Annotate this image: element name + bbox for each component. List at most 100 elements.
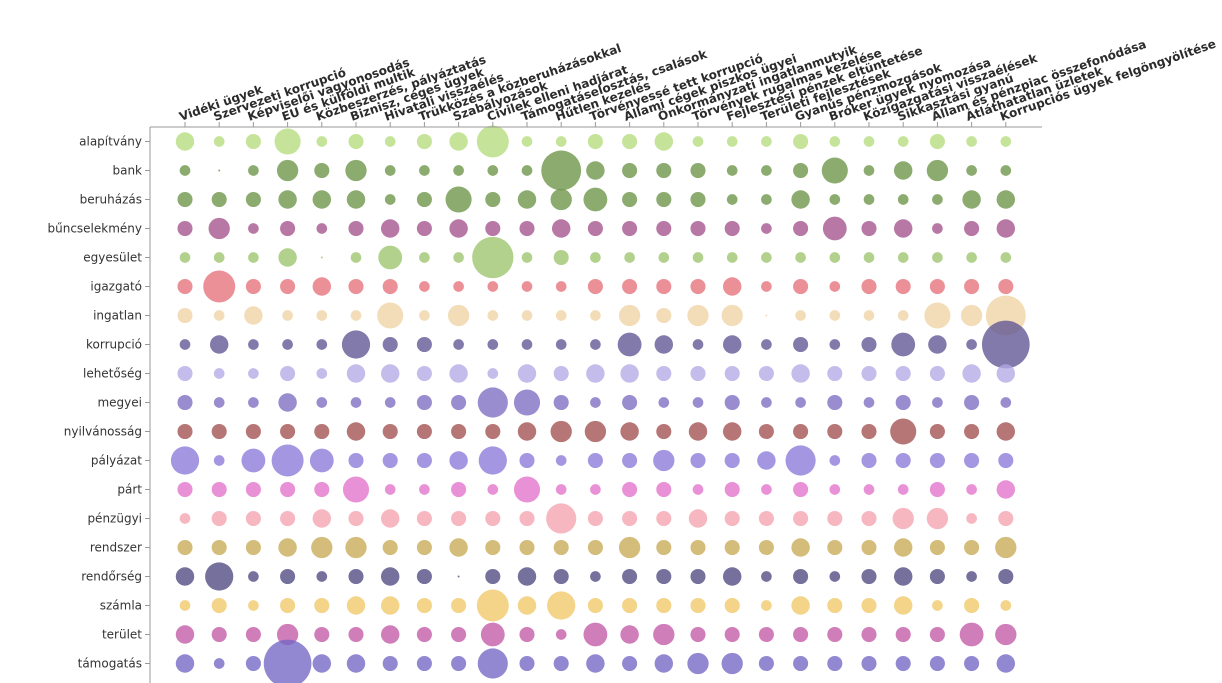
bubble[interactable] <box>895 394 911 411</box>
bubble[interactable] <box>517 422 537 441</box>
bubble[interactable] <box>245 539 261 556</box>
bubble[interactable] <box>553 365 569 382</box>
bubble[interactable] <box>419 281 430 292</box>
bubble[interactable] <box>726 194 738 205</box>
bubble[interactable] <box>964 394 980 411</box>
bubble[interactable] <box>451 626 467 643</box>
bubble[interactable] <box>280 510 296 527</box>
bubble[interactable] <box>656 510 672 527</box>
bubble[interactable] <box>245 423 261 440</box>
bubble[interactable] <box>761 281 772 292</box>
bubble[interactable] <box>964 278 980 295</box>
bubble[interactable] <box>555 310 567 321</box>
bubble[interactable] <box>521 252 533 263</box>
bubble[interactable] <box>793 423 809 440</box>
bubble[interactable] <box>513 476 541 503</box>
bubble[interactable] <box>208 217 230 240</box>
bubble[interactable] <box>521 165 533 176</box>
bubble[interactable] <box>280 220 296 237</box>
bubble[interactable] <box>687 304 709 327</box>
bubble[interactable] <box>248 223 259 234</box>
bubble[interactable] <box>827 394 843 411</box>
bubble[interactable] <box>724 452 740 469</box>
bubble[interactable] <box>521 136 533 147</box>
bubble[interactable] <box>654 132 674 151</box>
bubble[interactable] <box>690 191 706 208</box>
bubble[interactable] <box>177 481 193 498</box>
bubble[interactable] <box>517 364 537 383</box>
bubble[interactable] <box>553 539 569 556</box>
bubble[interactable] <box>929 133 945 150</box>
bubble[interactable] <box>964 597 980 614</box>
bubble[interactable] <box>416 539 432 556</box>
bubble[interactable] <box>622 452 638 469</box>
bubble[interactable] <box>179 252 191 263</box>
bubble[interactable] <box>690 597 706 614</box>
bubble[interactable] <box>724 394 740 411</box>
bubble[interactable] <box>761 339 772 350</box>
bubble[interactable] <box>861 539 877 556</box>
bubble[interactable] <box>312 190 332 209</box>
bubble[interactable] <box>348 626 364 643</box>
bubble[interactable] <box>861 365 877 382</box>
bubble[interactable] <box>726 252 738 263</box>
bubble[interactable] <box>793 220 809 237</box>
bubble[interactable] <box>276 159 299 182</box>
bubble[interactable] <box>995 623 1017 646</box>
bubble[interactable] <box>863 165 875 176</box>
bubble[interactable] <box>453 281 464 292</box>
bubble[interactable] <box>622 510 638 527</box>
bubble[interactable] <box>453 165 464 176</box>
bubble[interactable] <box>487 339 499 350</box>
bubble[interactable] <box>449 219 468 238</box>
bubble[interactable] <box>1000 252 1012 263</box>
bubble[interactable] <box>280 423 296 440</box>
bubble[interactable] <box>929 481 945 498</box>
bubble[interactable] <box>175 567 195 586</box>
bubble[interactable] <box>485 539 501 556</box>
bubble[interactable] <box>244 306 263 325</box>
bubble[interactable] <box>586 161 605 180</box>
bubble[interactable] <box>996 654 1016 673</box>
bubble[interactable] <box>519 220 535 237</box>
bubble[interactable] <box>726 136 738 147</box>
bubble[interactable] <box>587 510 603 527</box>
bubble[interactable] <box>449 451 468 470</box>
bubble[interactable] <box>517 190 537 209</box>
bubble[interactable] <box>587 220 603 237</box>
bubble[interactable] <box>346 190 366 209</box>
bubble[interactable] <box>897 136 909 147</box>
bubble[interactable] <box>722 277 742 296</box>
bubble[interactable] <box>966 571 977 582</box>
bubble[interactable] <box>175 132 195 151</box>
bubble[interactable] <box>929 539 945 556</box>
bubble[interactable] <box>177 278 193 295</box>
bubble[interactable] <box>793 626 809 643</box>
bubble[interactable] <box>891 332 916 357</box>
bubble[interactable] <box>416 220 432 237</box>
bubble[interactable] <box>829 281 841 292</box>
bubble[interactable] <box>248 339 259 350</box>
bubble[interactable] <box>451 510 467 527</box>
bubble[interactable] <box>981 320 1030 369</box>
bubble[interactable] <box>863 397 875 408</box>
bubble[interactable] <box>274 128 301 155</box>
bubble[interactable] <box>177 394 193 411</box>
bubble[interactable] <box>213 310 225 321</box>
bubble[interactable] <box>587 452 603 469</box>
bubble[interactable] <box>761 223 772 234</box>
bubble[interactable] <box>177 191 193 208</box>
bubble[interactable] <box>688 422 708 441</box>
bubble[interactable] <box>587 133 603 150</box>
bubble[interactable] <box>721 652 743 675</box>
bubble[interactable] <box>829 571 841 582</box>
bubble[interactable] <box>175 654 195 673</box>
bubble[interactable] <box>793 510 809 527</box>
bubble[interactable] <box>449 538 468 557</box>
bubble[interactable] <box>863 484 875 495</box>
bubble[interactable] <box>587 539 603 556</box>
bubble[interactable] <box>793 133 809 150</box>
bubble[interactable] <box>384 165 396 176</box>
bubble[interactable] <box>348 220 364 237</box>
bubble[interactable] <box>553 394 569 411</box>
